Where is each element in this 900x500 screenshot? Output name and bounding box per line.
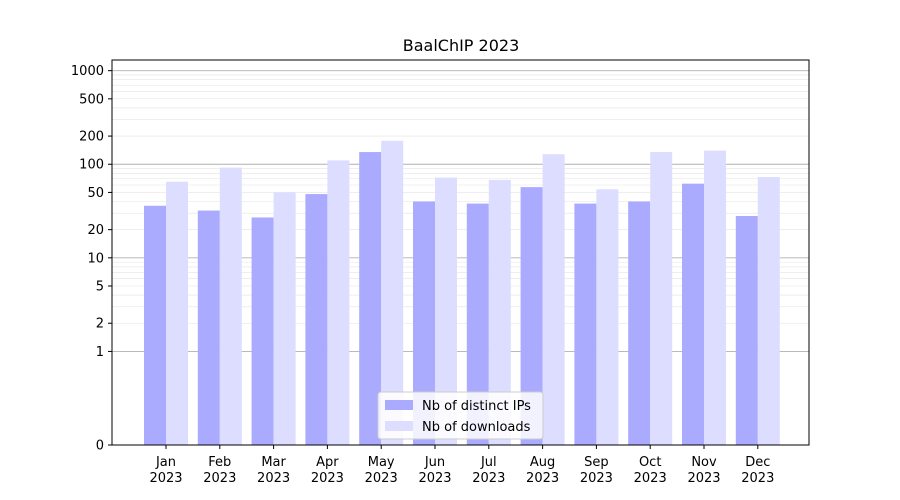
bar: [144, 205, 166, 445]
bar: [381, 140, 404, 445]
x-tick-label-year: 2023: [365, 471, 398, 486]
bar: [520, 187, 543, 445]
x-tick-label-year: 2023: [687, 471, 720, 486]
legend-label: Nb of downloads: [422, 420, 531, 435]
bar: [757, 177, 780, 446]
bar: [596, 189, 619, 445]
bar: [219, 167, 242, 445]
bar: [359, 152, 382, 445]
legend-label: Nb of distinct IPs: [422, 399, 531, 414]
legend-box: [377, 391, 544, 440]
x-tick-label-year: 2023: [580, 471, 613, 486]
x-tick-label-year: 2023: [203, 471, 236, 486]
y-axis: 0 1 2 5 10 20 50 100 200 500 1000: [71, 64, 112, 454]
x-tick-label-year: 2023: [149, 471, 182, 486]
x-tick-label-month: Mar: [261, 455, 286, 470]
x-tick-label-month: Jul: [480, 455, 497, 470]
bar: [197, 210, 220, 445]
x-tick-label-year: 2023: [418, 471, 451, 486]
chart-title: BaalChIP 2023: [403, 36, 520, 55]
bar: [735, 215, 758, 445]
bar: [488, 179, 511, 445]
y-tick-label: 0: [96, 439, 104, 454]
bar: [166, 181, 188, 446]
legend-swatch: [385, 421, 413, 431]
x-tick-label-month: Aug: [530, 455, 555, 470]
bars: [144, 140, 780, 446]
x-tick-label-month: Nov: [691, 455, 717, 470]
bar: [466, 203, 489, 445]
bar: [704, 150, 726, 445]
x-tick-label-year: 2023: [526, 471, 559, 486]
y-tick-label: 1000: [71, 64, 104, 79]
bar: [542, 154, 565, 446]
bar: [574, 203, 597, 445]
y-tick-label: 1: [96, 345, 104, 360]
x-tick-label-month: Oct: [639, 455, 661, 470]
x-tick-label-month: Apr: [316, 455, 339, 470]
bar: [251, 217, 274, 445]
x-tick-label-year: 2023: [472, 471, 505, 486]
y-tick-label: 2: [96, 317, 104, 332]
y-tick-label: 50: [87, 186, 104, 201]
legend-swatch: [385, 400, 413, 410]
x-tick-label-year: 2023: [634, 471, 667, 486]
y-tick-label: 10: [87, 251, 104, 266]
y-tick-label: 5: [96, 280, 104, 295]
y-tick-label: 500: [79, 92, 104, 107]
x-tick-label-year: 2023: [257, 471, 290, 486]
y-tick-label: 20: [87, 223, 104, 238]
x-tick-label-month: Jan: [155, 455, 176, 470]
x-tick-label-month: Sep: [584, 455, 609, 470]
bar: [435, 177, 457, 446]
bar: [327, 160, 350, 445]
x-tick-label-month: Jun: [424, 455, 445, 470]
x-tick-label-month: Feb: [208, 455, 231, 470]
bar: [413, 201, 435, 445]
bar: [273, 192, 296, 445]
plot-frame: [111, 59, 810, 446]
bar: [305, 194, 328, 445]
bar: [628, 201, 651, 445]
bar: [682, 183, 704, 445]
x-tick-label-year: 2023: [311, 471, 344, 486]
x-tick-label-year: 2023: [741, 471, 774, 486]
x-tick-label-month: May: [368, 455, 395, 470]
y-tick-label: 200: [79, 130, 104, 145]
bar: [650, 152, 673, 445]
legend: Nb of distinct IPs Nb of downloads: [377, 391, 544, 440]
x-axis: Jan2023Feb2023Mar2023Apr2023May2023Jun20…: [149, 445, 774, 486]
y-tick-label: 100: [79, 158, 104, 173]
x-tick-label-month: Dec: [745, 455, 770, 470]
